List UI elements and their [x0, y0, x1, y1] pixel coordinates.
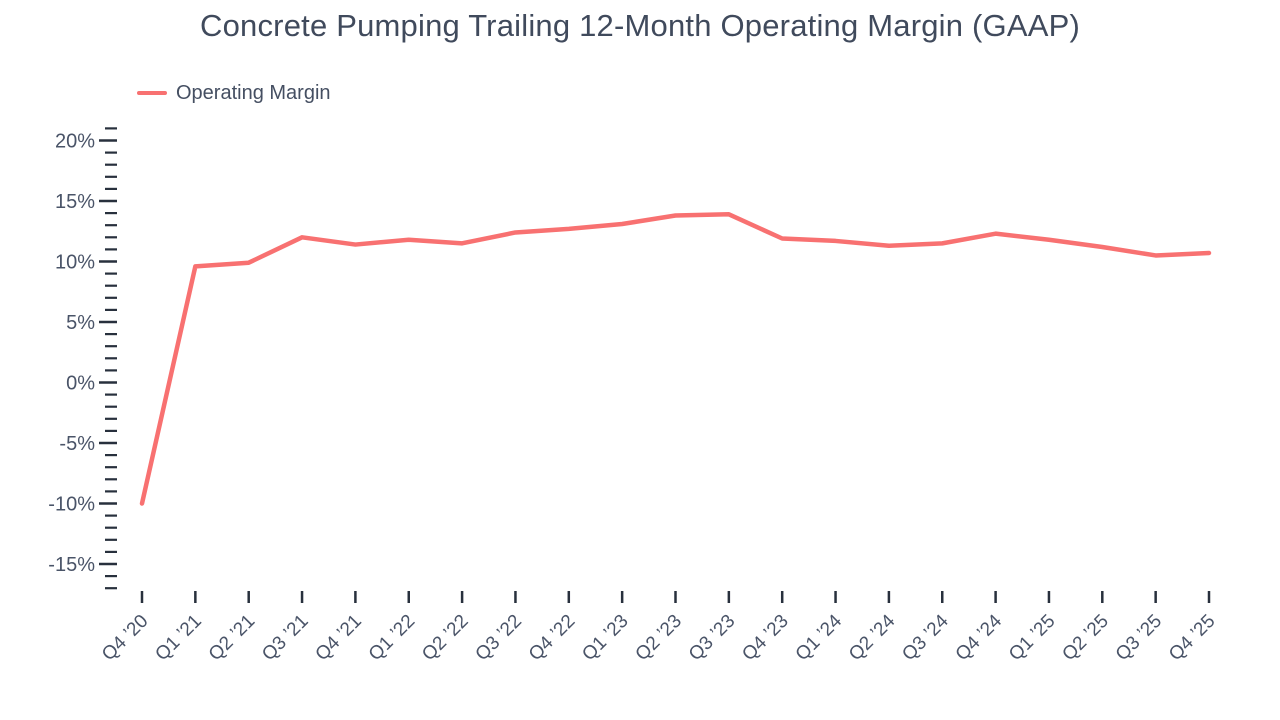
x-axis-label: Q4 ’20 — [98, 611, 152, 665]
y-axis-label: 5% — [66, 312, 95, 334]
x-axis-label: Q1 ’23 — [578, 611, 632, 665]
x-axis-label: Q4 ’24 — [952, 610, 1007, 665]
y-axis-label: -15% — [48, 554, 95, 576]
y-axis-label: -10% — [48, 494, 95, 516]
x-axis-label: Q4 ’25 — [1165, 611, 1219, 665]
x-axis-label: Q2 ’23 — [632, 611, 686, 665]
y-axis-label: 0% — [66, 373, 95, 395]
x-axis-label: Q4 ’23 — [738, 611, 792, 665]
x-axis-label: Q1 ’25 — [1005, 611, 1059, 665]
x-axis-label: Q3 ’22 — [472, 611, 526, 665]
y-axis-label: 10% — [55, 252, 95, 274]
x-axis-label: Q1 ’21 — [151, 611, 205, 665]
legend-label: Operating Margin — [176, 81, 331, 104]
x-axis-label: Q3 ’25 — [1112, 611, 1166, 665]
x-axis-label: Q3 ’21 — [258, 611, 312, 665]
x-axis-label: Q2 ’22 — [418, 611, 472, 665]
x-axis-label: Q1 ’22 — [365, 611, 419, 665]
x-axis-label: Q2 ’24 — [845, 610, 900, 665]
y-axis-label: 15% — [55, 191, 95, 213]
y-axis-label: 20% — [55, 131, 95, 153]
legend: Operating Margin — [137, 82, 331, 104]
y-axis-label: -5% — [59, 433, 95, 455]
legend-line-swatch — [137, 90, 167, 96]
x-axis-label: Q1 ’24 — [792, 610, 847, 665]
x-axis-label: Q4 ’21 — [311, 611, 365, 665]
x-axis-label: Q2 ’25 — [1058, 611, 1112, 665]
chart-title: Concrete Pumping Trailing 12-Month Opera… — [200, 8, 1080, 43]
operating-margin-line — [139, 212, 1212, 506]
x-axis-label: Q2 ’21 — [205, 611, 259, 665]
x-axis-label: Q4 ’22 — [525, 611, 579, 665]
x-axis-label: Q3 ’24 — [898, 610, 953, 665]
x-axis-label: Q3 ’23 — [685, 611, 739, 665]
